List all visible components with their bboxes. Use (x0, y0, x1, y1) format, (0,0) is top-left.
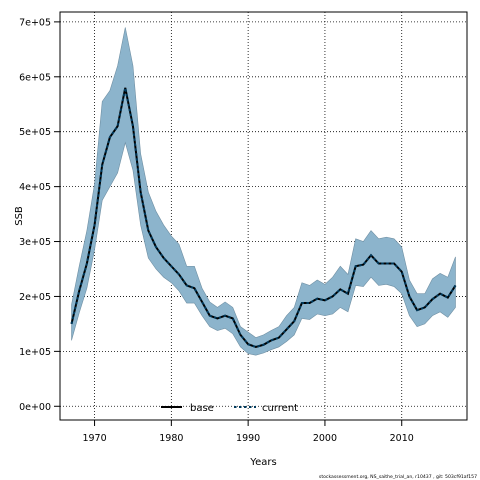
x-tick-label-1970: 1970 (82, 433, 106, 444)
series-lines (70, 87, 457, 349)
x-tick-label-2010: 2010 (390, 433, 414, 444)
legend-label-current: current (262, 403, 298, 414)
legend-label-base: base (190, 403, 214, 414)
plot-frame (59, 11, 468, 421)
y-axis-label: SSB (14, 206, 25, 226)
y-tick-label-100000: 1e+05 (19, 347, 51, 358)
x-tick-label-1980: 1980 (159, 433, 183, 444)
y-tick-label-200000: 2e+05 (19, 292, 51, 303)
series-line-current (70, 87, 457, 349)
y-tick-label-700000: 7e+05 (19, 17, 51, 28)
y-tick-label-600000: 6e+05 (19, 72, 51, 83)
y-tick-label-500000: 5e+05 (19, 127, 51, 138)
y-axis-ticks: 0e+00 1e+05 2e+05 3e+05 4e+05 5e+05 6e+05 7e+05 (19, 17, 60, 413)
x-axis-ticks: 1970 1980 1990 2000 2010 (82, 420, 414, 444)
x-axis-label: Years (249, 457, 276, 468)
footnote: stockassessment.org, NS_saithe_trial_an,… (319, 474, 477, 480)
y-tick-label-400000: 4e+05 (19, 182, 51, 193)
confidence-band (71, 27, 456, 356)
x-tick-label-2000: 2000 (313, 433, 337, 444)
gridlines (60, 12, 467, 420)
x-tick-label-1990: 1990 (236, 433, 260, 444)
legend: base current (161, 403, 298, 414)
y-tick-label-0: 0e+00 (19, 402, 51, 413)
y-tick-label-300000: 3e+05 (19, 237, 51, 248)
confidence-band-area (71, 27, 456, 356)
